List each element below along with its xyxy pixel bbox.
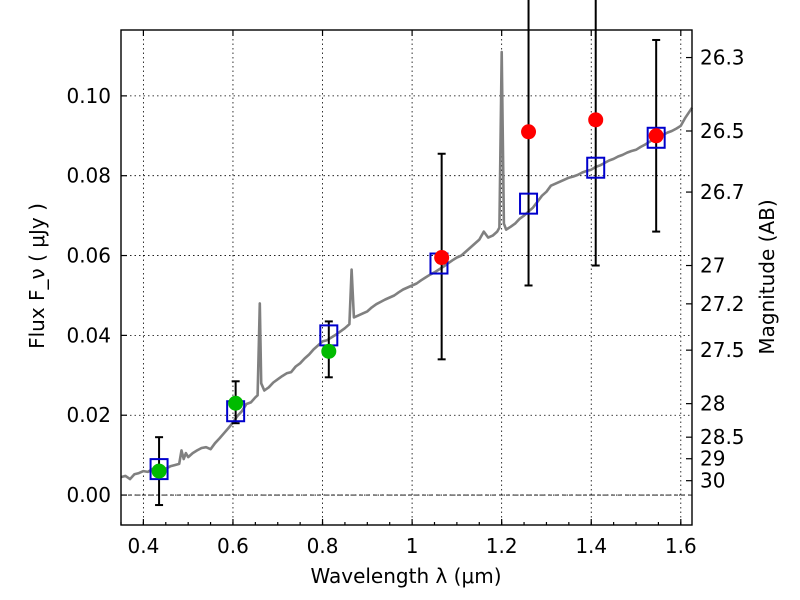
right-axis-tick-label: 26.3 [700,46,745,70]
y-tick-label: 0.10 [66,84,111,108]
x-axis-label: Wavelength λ (μm) [310,564,501,588]
x-tick-label: 0.4 [127,534,159,558]
right-axis-tick-label: 28 [700,392,725,416]
observed-point [151,463,167,479]
right-axis-label: Magnitude (AB) [755,199,779,354]
model-square [586,156,606,179]
y-tick-label: 0.06 [66,244,111,268]
observed-point [321,343,337,359]
right-axis-tick-label: 29 [700,447,725,471]
observed-point [588,112,604,128]
y-axis-label: Flux F_ν ( μJy ) [25,203,49,349]
tick-layer [120,30,692,525]
x-tick-label: 1.6 [665,534,697,558]
right-axis-tick-label: 27.2 [700,292,745,316]
marker-layer [149,112,666,481]
plot-frame [120,29,693,526]
observed-point [521,124,537,140]
y-tick-label: 0.02 [66,403,111,427]
observed-point [648,128,664,144]
spectrum-layer [120,50,694,481]
x-tick-label: 0.6 [217,534,249,558]
x-tick-label: 1.2 [486,534,518,558]
y-tick-label: 0.08 [66,164,111,188]
tick-label-layer: 0.4 0.6 0.8 1 1.2 1.4 1.6 0.00 0.02 0.04 0.06 0.08 0… [66,46,744,558]
right-axis-tick-label: 27.5 [700,338,745,362]
spectrum-line [120,50,694,481]
right-axis-tick-label: 30 [700,469,725,493]
x-tick-label: 0.8 [307,534,339,558]
model-square [149,458,169,481]
model-square [646,126,666,149]
y-tick-label: 0.00 [66,483,111,507]
y-tick-label: 0.04 [66,323,111,347]
x-tick-label: 1.4 [575,534,607,558]
right-axis-tick-label: 28.5 [700,425,745,449]
x-tick-label: 1 [406,534,419,558]
observed-point [434,250,450,266]
right-axis-tick-label: 27 [700,254,725,278]
right-axis-tick-label: 26.5 [700,119,745,143]
model-square [519,192,539,215]
observed-point [228,395,244,411]
grid [121,30,692,525]
right-axis-tick-label: 26.7 [700,180,745,204]
